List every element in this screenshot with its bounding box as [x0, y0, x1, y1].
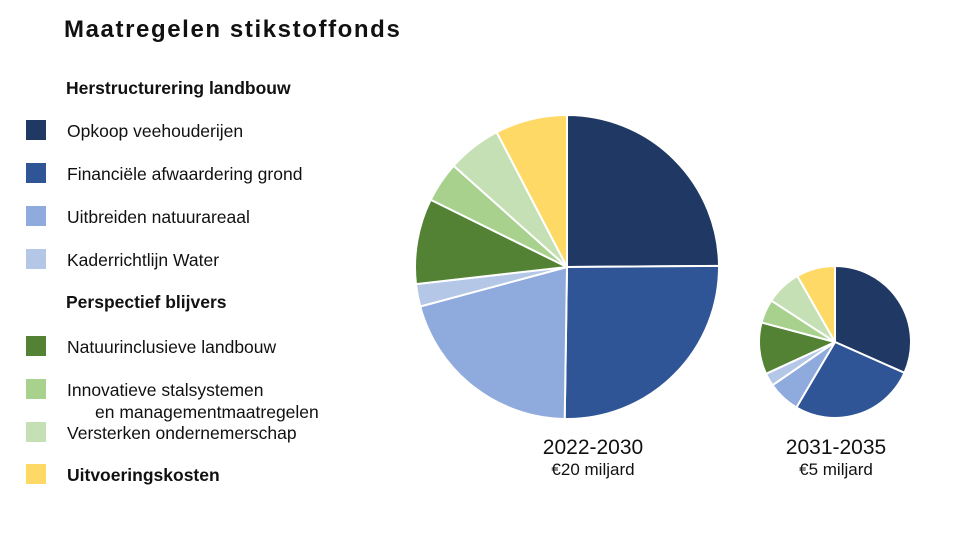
legend-label-line: Financiële afwaardering grond [67, 164, 303, 184]
legend-label: Uitbreiden natuurareaal [67, 206, 250, 228]
legend-swatch [26, 336, 46, 356]
pie-budget-label: €5 miljard [799, 460, 873, 479]
legend-label: Versterken ondernemerschap [67, 422, 297, 444]
legend-label: Innovatieve stalsystemen en managementmaa… [67, 379, 319, 423]
legend-label-line: en managementmaatregelen [95, 402, 319, 422]
pie-period-label: 2022-2030 [542, 436, 644, 459]
legend-swatch [26, 464, 46, 484]
pie-slice [796, 265, 836, 343]
pie-slice [419, 266, 568, 420]
legend-label: Opkoop veehouderijen [67, 120, 243, 142]
legend-swatch [26, 120, 46, 140]
pie-budget-label: €20 miljard [551, 460, 635, 479]
chart-title: Maatregelen stikstoffonds [64, 16, 402, 43]
legend-label-line: Innovatieve stalsystemen [67, 380, 264, 400]
legend-label-line: Kaderrichtlijn Water [67, 250, 220, 270]
pie-slice [495, 114, 568, 268]
legend-label: Kaderrichtlijn Water [67, 249, 219, 271]
legend-label-line: Uitvoeringskosten [67, 465, 220, 485]
legend-swatch [26, 422, 46, 442]
legend-label-line: Versterken ondernemerschap [67, 423, 297, 443]
legend-swatch [26, 163, 46, 183]
legend-group-heading: Perspectief blijvers [66, 292, 227, 312]
pie-0 [414, 114, 721, 420]
pie-period-label: 2031-2035 [785, 436, 887, 459]
legend-swatch [26, 206, 46, 226]
legend-label-line: Uitbreiden natuurareaal [67, 207, 250, 227]
pie-1 [757, 265, 912, 419]
legend-swatch [26, 249, 46, 269]
legend-label-line: Opkoop veehouderijen [67, 121, 244, 141]
pie-slice [566, 114, 720, 268]
legend-label: Financiële afwaardering grond [67, 163, 302, 185]
legend-group-heading: Herstructurering landbouw [66, 78, 291, 98]
pie-slice [563, 264, 721, 420]
legend-swatch [26, 379, 46, 399]
pie-caption: 2022-2030 €20 miljard [533, 436, 653, 480]
legend-label: Uitvoeringskosten [67, 464, 220, 486]
pie-slice [795, 341, 906, 419]
legend-label: Natuurinclusieve landbouw [67, 336, 276, 358]
pie-caption: 2031-2035 €5 miljard [776, 436, 896, 480]
pie-slice [834, 265, 912, 374]
pie-slice [414, 198, 568, 286]
legend-label-line: Natuurinclusieve landbouw [67, 337, 277, 357]
